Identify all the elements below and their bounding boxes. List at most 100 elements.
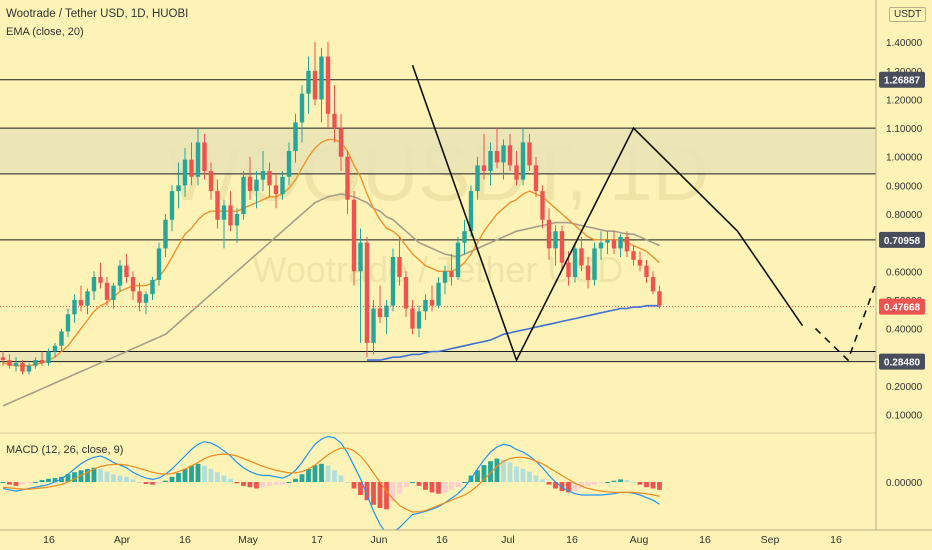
macd-hist-bar (117, 475, 123, 482)
macd-hist-bar (163, 480, 168, 482)
candle-body (182, 159, 188, 186)
macd-hist-bar (312, 465, 318, 482)
currency-badge[interactable]: USDT (889, 7, 927, 22)
macd-hist-bar (98, 469, 103, 482)
candle (195, 128, 201, 186)
candle (163, 214, 168, 257)
y-tick-label: 1.00000 (886, 153, 923, 164)
macd-hist-bar (319, 463, 324, 482)
x-tick-label: 16 (43, 534, 55, 546)
candle-body (436, 282, 441, 306)
candle-body (26, 365, 32, 372)
candle (390, 248, 396, 312)
macd-hist-bar (20, 482, 25, 485)
macd-hist-bar (130, 479, 136, 482)
macd-hist-bar (631, 482, 636, 483)
macd-hist-bar (208, 469, 214, 482)
price-badge: 0.28480 (879, 353, 925, 370)
pattern-drawing (411, 64, 932, 363)
candle-body (585, 265, 591, 280)
macd-hist-bar (585, 482, 591, 486)
candle-body (150, 279, 155, 295)
macd-hist-bar (46, 478, 51, 482)
macd-hist-bar (228, 478, 233, 482)
macd-hist-bar (137, 482, 142, 483)
macd-hist-bar (416, 482, 422, 486)
pattern-line-0 (411, 64, 804, 363)
y-tick-label: 0.80000 (886, 210, 923, 221)
candle (234, 208, 240, 243)
candle-body (0, 357, 6, 361)
candle (150, 277, 155, 300)
candle-body (325, 56, 331, 114)
macd-hist-bar (26, 482, 32, 484)
candle-body (624, 236, 630, 252)
candle (637, 251, 643, 272)
macd-hist-bar (494, 458, 500, 482)
candle (247, 156, 253, 200)
candle (156, 242, 162, 286)
candle-body (468, 191, 474, 232)
candle-body (39, 360, 45, 363)
candle-body (293, 122, 298, 152)
support-resistance-zones (0, 128, 876, 362)
macd-hist-bar (202, 465, 207, 482)
candle-body (273, 185, 279, 194)
candle (397, 236, 402, 286)
candle-body (618, 236, 623, 249)
candle (579, 236, 584, 272)
macd-hist-bar (293, 478, 298, 482)
x-tick-label: May (238, 534, 259, 546)
candle-body (228, 205, 233, 226)
candle-body (377, 308, 383, 318)
candle (241, 171, 246, 220)
candle-body (124, 265, 129, 278)
macd-hist-bar (234, 482, 240, 484)
price-axis-bg (876, 0, 932, 550)
candle-body (462, 231, 467, 243)
candle (7, 354, 12, 369)
candle (85, 288, 90, 315)
candle (78, 285, 84, 312)
candle (644, 259, 649, 283)
candle-body (449, 271, 454, 278)
x-tick-label: Sep (761, 534, 780, 546)
candle-body (598, 242, 604, 249)
candle-body (156, 248, 162, 280)
macd-hist-bar (546, 482, 552, 485)
candle-body (20, 362, 25, 372)
macd-hist-bar (0, 482, 6, 483)
candle-body (91, 277, 97, 292)
candle-body (403, 277, 409, 309)
macd-hist-bar (176, 472, 181, 482)
candle (345, 151, 350, 215)
candle (410, 299, 415, 335)
candle (507, 133, 513, 172)
macd-hist-bar (579, 482, 584, 489)
x-tick-label: Aug (630, 534, 649, 546)
candle (143, 291, 149, 315)
candle-body (65, 314, 71, 332)
candle-body (397, 256, 402, 278)
candle-body (416, 311, 422, 329)
candle (351, 191, 357, 286)
candle (468, 185, 474, 237)
y-tick-label: 1.20000 (886, 95, 923, 106)
candle-body (85, 291, 90, 306)
price-badge-label: 0.28480 (884, 358, 921, 369)
ema-legend: EMA (close, 20) (6, 26, 84, 38)
candle-body (338, 128, 344, 157)
candle (104, 277, 110, 306)
candle (501, 139, 506, 180)
candle (33, 357, 38, 369)
candle-body (78, 299, 84, 306)
candle-body (98, 277, 103, 283)
macd-hist-bar (598, 482, 604, 484)
candle (286, 142, 292, 186)
candle-body (241, 176, 246, 215)
macd-hist-bar (182, 469, 188, 482)
candle-body (195, 142, 201, 177)
price-badge-label: 0.70958 (884, 236, 921, 247)
macd-hist-bar (104, 471, 110, 482)
